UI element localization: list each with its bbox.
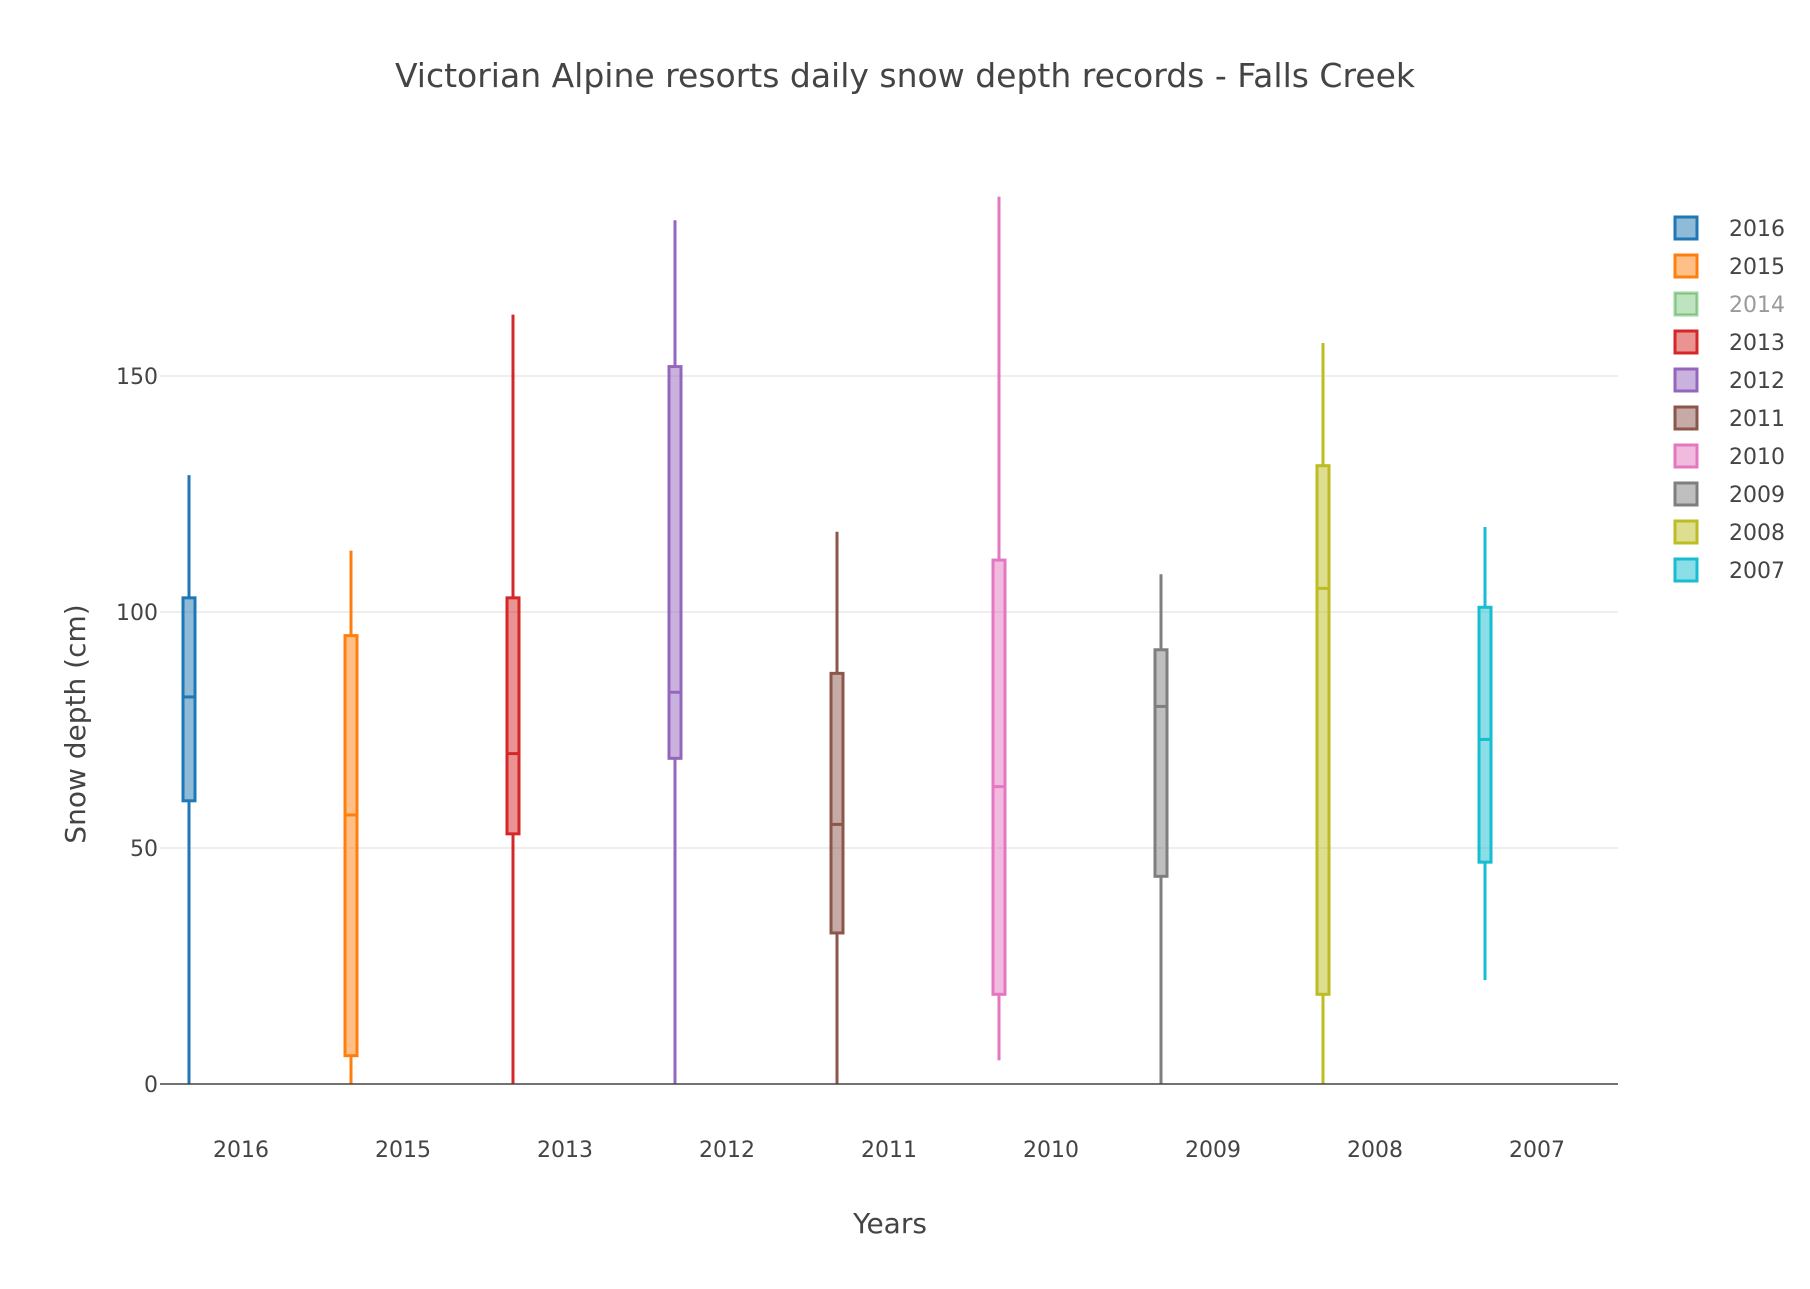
- legend-label: 2015: [1729, 255, 1785, 280]
- legend-item-2008[interactable]: 2008: [1673, 519, 1785, 546]
- legend-label: 2010: [1729, 445, 1785, 470]
- legend[interactable]: 2016 2015 2014 2013 2012 2011 2010 2009 2008 2007: [1673, 215, 1785, 584]
- axes: 0 50 100 150 2016 2015 2013 2012 2011 2010 2009 200…: [116, 365, 1618, 1163]
- legend-swatch: [1673, 367, 1699, 393]
- legend-swatch: [1673, 329, 1699, 355]
- legend-item-2014[interactable]: 2014: [1673, 291, 1785, 318]
- legend-label: 2016: [1729, 217, 1785, 242]
- x-tick-label: 2009: [1185, 1138, 1241, 1163]
- legend-item-2013[interactable]: 2013: [1673, 329, 1785, 356]
- box-iqr: [1315, 464, 1331, 996]
- x-tick-label: 2012: [699, 1138, 755, 1163]
- box-2013[interactable]: [505, 314, 521, 1084]
- y-tick-label: 50: [130, 837, 158, 862]
- x-tick-label: 2013: [537, 1138, 593, 1163]
- legend-item-2011[interactable]: 2011: [1673, 405, 1785, 432]
- y-tick-label: 0: [144, 1073, 158, 1098]
- legend-label: 2013: [1729, 331, 1785, 356]
- box-2016[interactable]: [181, 475, 197, 1084]
- box-2010[interactable]: [991, 196, 1007, 1061]
- legend-swatch: [1673, 557, 1699, 583]
- box-2011[interactable]: [829, 531, 845, 1084]
- box-2015[interactable]: [343, 550, 359, 1084]
- box-iqr: [1477, 605, 1493, 864]
- legend-swatch: [1673, 405, 1699, 431]
- legend-item-2010[interactable]: 2010: [1673, 443, 1785, 470]
- legend-swatch: [1673, 291, 1699, 317]
- legend-swatch: [1673, 443, 1699, 469]
- box-2007[interactable]: [1477, 527, 1493, 981]
- legend-item-2007[interactable]: 2007: [1673, 557, 1785, 584]
- gridlines: [160, 375, 1618, 849]
- box-iqr: [1153, 648, 1169, 878]
- x-tick-label: 2016: [213, 1138, 269, 1163]
- legend-label: 2012: [1729, 369, 1785, 394]
- legend-swatch: [1673, 215, 1699, 241]
- box-iqr: [667, 365, 683, 760]
- x-axis-title: Years: [852, 1207, 927, 1240]
- legend-label: 2014: [1729, 293, 1785, 318]
- chart-title: Victorian Alpine resorts daily snow dept…: [395, 56, 1416, 95]
- legend-item-2016[interactable]: 2016: [1673, 215, 1785, 242]
- x-tick-label: 2015: [375, 1138, 431, 1163]
- box-iqr: [343, 634, 359, 1058]
- legend-swatch: [1673, 481, 1699, 507]
- box-iqr: [505, 596, 521, 836]
- box-2008[interactable]: [1315, 342, 1331, 1084]
- y-tick-label: 100: [116, 601, 158, 626]
- x-tick-label: 2011: [861, 1138, 917, 1163]
- legend-label: 2011: [1729, 407, 1785, 432]
- box-iqr: [829, 671, 845, 935]
- legend-item-2012[interactable]: 2012: [1673, 367, 1785, 394]
- legend-label: 2007: [1729, 559, 1785, 584]
- x-tick-label: 2007: [1509, 1138, 1565, 1163]
- box-2012[interactable]: [667, 220, 683, 1084]
- x-tick-label: 2008: [1347, 1138, 1403, 1163]
- x-tick-label: 2010: [1023, 1138, 1079, 1163]
- box-2009[interactable]: [1153, 574, 1169, 1084]
- y-tick-label: 150: [116, 365, 158, 390]
- legend-item-2009[interactable]: 2009: [1673, 481, 1785, 508]
- legend-item-2015[interactable]: 2015: [1673, 253, 1785, 280]
- box-iqr: [991, 558, 1007, 996]
- box-iqr: [181, 596, 197, 803]
- box-series: [181, 196, 1493, 1084]
- legend-swatch: [1673, 519, 1699, 545]
- legend-swatch: [1673, 253, 1699, 279]
- y-axis-title: Snow depth (cm): [59, 604, 92, 843]
- legend-label: 2008: [1729, 521, 1785, 546]
- legend-label: 2009: [1729, 483, 1785, 508]
